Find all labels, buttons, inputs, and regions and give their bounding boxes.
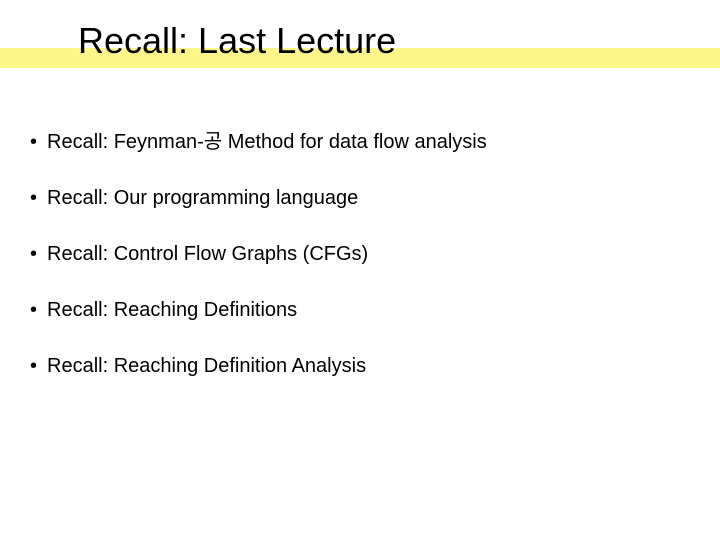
list-item: • Recall: Reaching Definition Analysis [30,354,487,378]
bullet-text: Recall: Feynman-공 Method for data flow a… [47,130,487,154]
bullet-text: Recall: Control Flow Graphs (CFGs) [47,242,368,266]
list-item: • Recall: Our programming language [30,186,487,210]
bullet-text: Recall: Reaching Definitions [47,298,297,322]
bullet-list: • Recall: Feynman-공 Method for data flow… [30,130,487,410]
bullet-marker: • [30,130,37,154]
bullet-marker: • [30,354,37,378]
bullet-marker: • [30,186,37,210]
bullet-marker: • [30,242,37,266]
list-item: • Recall: Reaching Definitions [30,298,487,322]
bullet-text: Recall: Reaching Definition Analysis [47,354,366,378]
list-item: • Recall: Control Flow Graphs (CFGs) [30,242,487,266]
bullet-marker: • [30,298,37,322]
bullet-text: Recall: Our programming language [47,186,358,210]
list-item: • Recall: Feynman-공 Method for data flow… [30,130,487,154]
slide-title: Recall: Last Lecture [78,20,396,62]
